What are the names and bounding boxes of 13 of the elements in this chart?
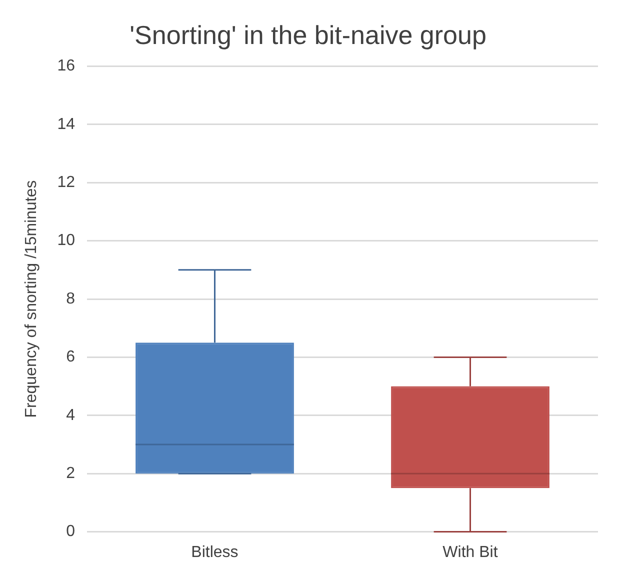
y-tick-label: 16 bbox=[57, 58, 76, 75]
x-tick-label: Bitless bbox=[191, 544, 238, 561]
chart-title: 'Snorting' in the bit-naive group bbox=[130, 20, 486, 50]
y-tick-label: 12 bbox=[57, 174, 76, 192]
y-tick-label: 6 bbox=[66, 348, 76, 366]
y-tick-label: 4 bbox=[66, 406, 76, 424]
y-tick-label: 8 bbox=[66, 290, 76, 308]
y-tick-label: 14 bbox=[57, 116, 76, 133]
y-tick-label: 2 bbox=[66, 465, 76, 482]
y-tick-label: 0 bbox=[66, 523, 76, 540]
x-tick-label: With Bit bbox=[442, 544, 498, 561]
y-axis-title: Frequency of snorting /15minutes bbox=[23, 180, 40, 418]
y-tick-label: 10 bbox=[57, 232, 76, 250]
